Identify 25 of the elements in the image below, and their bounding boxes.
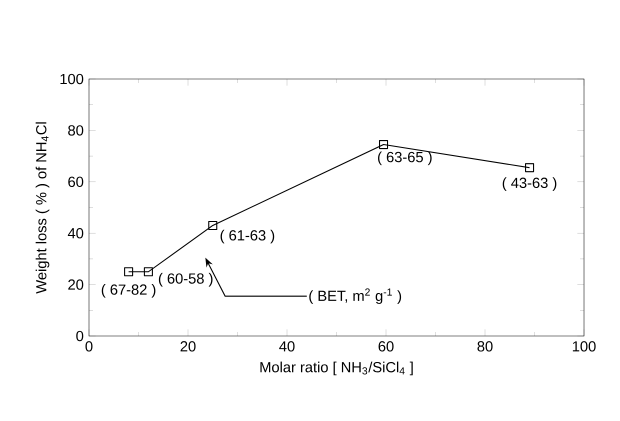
annotation: ( 60-58 ) <box>158 272 212 287</box>
annotation: ( 67-82 ) <box>102 284 156 298</box>
y-axis-title: Weight loss ( % ) of NH$_{4}$Cl <box>36 122 50 294</box>
y-tick-label: 20 <box>68 279 84 290</box>
x-tick-label: 20 <box>180 341 196 352</box>
y-tick-label: 0 <box>76 330 84 342</box>
point <box>378 140 388 150</box>
x-tick-label: 0 <box>85 341 92 352</box>
x-axis-title: Molar ratio [ NH$_{3}$/SiCl$_{4}$ ] <box>260 362 413 376</box>
x-tick-label: 40 <box>279 341 295 352</box>
y-tick-label: 80 <box>68 125 84 136</box>
point <box>208 220 218 230</box>
y-tick-label: 100 <box>60 74 84 84</box>
annotation: ( 63-65 ) <box>378 151 432 166</box>
y-tick-label: 60 <box>68 176 84 187</box>
x-tick-label: 80 <box>477 341 493 352</box>
x-tick-label: 100 <box>572 341 596 352</box>
point <box>144 267 153 276</box>
annotation: ( 61-63 ) <box>220 230 274 244</box>
annotation: ( 43-63 ) <box>502 177 556 191</box>
point <box>525 163 534 172</box>
point <box>124 267 134 276</box>
y-tick-label: 40 <box>68 228 84 238</box>
annotation: ( BET, m$^{2}$ g$^{-1}$ ) <box>309 288 402 304</box>
x-tick-label: 60 <box>378 341 394 352</box>
